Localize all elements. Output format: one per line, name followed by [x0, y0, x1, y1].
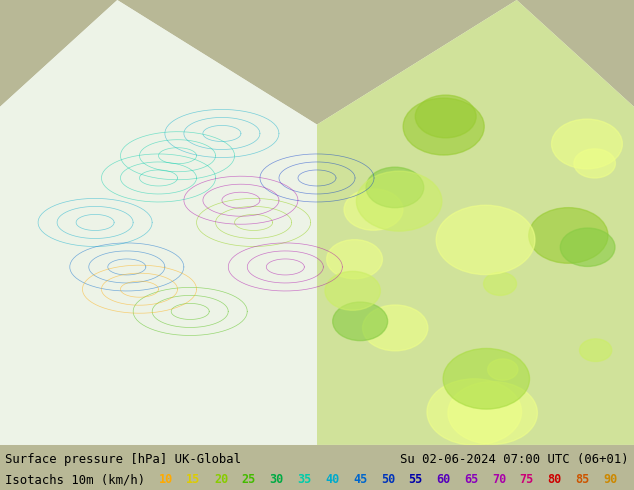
Text: Surface pressure [hPa] UK-Global: Surface pressure [hPa] UK-Global	[5, 453, 241, 466]
Circle shape	[403, 98, 484, 155]
Text: 65: 65	[464, 473, 479, 487]
Text: 85: 85	[575, 473, 590, 487]
Text: 25: 25	[242, 473, 256, 487]
Polygon shape	[0, 0, 634, 445]
Text: 45: 45	[353, 473, 367, 487]
Circle shape	[579, 339, 612, 362]
Circle shape	[448, 382, 538, 444]
Polygon shape	[317, 0, 634, 445]
Text: 60: 60	[436, 473, 451, 487]
Circle shape	[327, 240, 382, 279]
Text: 20: 20	[214, 473, 228, 487]
Circle shape	[560, 228, 615, 267]
Circle shape	[443, 348, 529, 409]
Polygon shape	[0, 0, 317, 445]
Text: 80: 80	[548, 473, 562, 487]
Text: 55: 55	[408, 473, 423, 487]
Circle shape	[484, 272, 517, 295]
Text: Isotachs 10m (km/h): Isotachs 10m (km/h)	[5, 473, 145, 487]
Circle shape	[415, 95, 476, 138]
Circle shape	[344, 189, 403, 230]
Text: 90: 90	[603, 473, 618, 487]
Circle shape	[427, 379, 522, 445]
Text: 30: 30	[269, 473, 284, 487]
Circle shape	[363, 305, 428, 351]
Text: 70: 70	[492, 473, 506, 487]
Text: Su 02-06-2024 07:00 UTC (06+01): Su 02-06-2024 07:00 UTC (06+01)	[400, 453, 629, 466]
Text: 75: 75	[520, 473, 534, 487]
Text: 10: 10	[158, 473, 172, 487]
Circle shape	[356, 171, 442, 231]
Circle shape	[552, 119, 623, 169]
Circle shape	[325, 271, 380, 310]
Circle shape	[333, 302, 387, 341]
Circle shape	[574, 149, 616, 178]
Circle shape	[529, 208, 608, 263]
Circle shape	[366, 167, 424, 208]
Circle shape	[436, 205, 535, 274]
Text: 35: 35	[297, 473, 312, 487]
Text: 50: 50	[381, 473, 395, 487]
Text: 15: 15	[186, 473, 200, 487]
Text: 40: 40	[325, 473, 339, 487]
Circle shape	[488, 359, 518, 380]
